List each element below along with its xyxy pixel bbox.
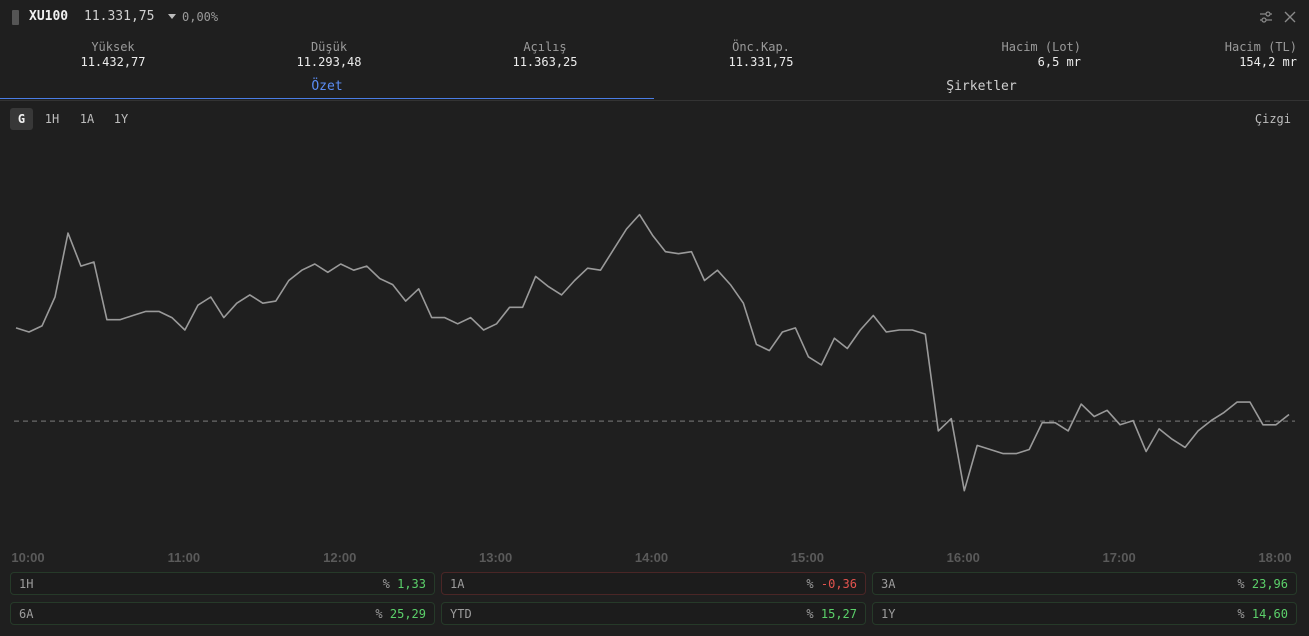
price-line-group <box>15 213 1290 492</box>
tab-companies[interactable]: Şirketler <box>946 79 1017 94</box>
x-tick-label: 16:00 <box>947 550 980 565</box>
perf-value: % 14,60 <box>1237 607 1288 621</box>
percent-sign: % <box>1237 607 1245 621</box>
percent-sign: % <box>806 577 814 591</box>
perf-label: 6A <box>19 607 34 621</box>
sliders-icon[interactable] <box>1259 10 1273 24</box>
perf-number: 1,33 <box>397 577 426 591</box>
stat-label: Hacim (Lot) <box>1001 40 1081 54</box>
perf-6a[interactable]: 6A % 25,29 <box>10 602 435 625</box>
perf-number: 25,29 <box>389 607 426 621</box>
stat-volume-tl: Hacim (TL) 154,2 mr <box>1225 40 1297 70</box>
stat-value: 11.432,77 <box>80 55 146 69</box>
perf-1h[interactable]: 1H % 1,33 <box>10 572 435 595</box>
perf-label: 1H <box>19 577 34 591</box>
x-tick-label: 13:00 <box>479 550 512 565</box>
stat-prev-close: Önc.Kap. 11.331,75 <box>728 40 793 70</box>
percent-sign: % <box>375 607 383 621</box>
tab-bar: Özet Şirketler <box>0 78 1309 101</box>
range-day-button[interactable]: G <box>10 108 33 130</box>
perf-1a[interactable]: 1A % -0,36 <box>441 572 866 595</box>
x-tick-label: 10:00 <box>11 550 44 565</box>
stat-value: 11.363,25 <box>512 55 578 69</box>
x-tick-label: 17:00 <box>1103 550 1136 565</box>
chart-type-selector[interactable]: Çizgi <box>1254 112 1291 126</box>
x-tick-label: 11:00 <box>168 550 201 565</box>
perf-number: 14,60 <box>1251 607 1288 621</box>
range-year-button[interactable]: 1Y <box>113 112 129 126</box>
stat-label: Yüksek <box>91 40 135 54</box>
stat-label: Düşük <box>310 40 348 54</box>
drag-handle-icon[interactable] <box>12 10 19 25</box>
perf-label: 3A <box>881 577 896 591</box>
symbol-name[interactable]: XU100 <box>29 9 69 24</box>
active-tab-indicator <box>0 98 654 99</box>
x-tick-label: 15:00 <box>791 550 824 565</box>
range-week-button[interactable]: 1H <box>44 112 60 126</box>
stat-label: Açılış <box>523 40 567 54</box>
range-month-button[interactable]: 1A <box>79 112 95 126</box>
perf-label: 1Y <box>881 607 896 621</box>
perf-label: YTD <box>450 607 472 621</box>
percent-sign: % <box>1237 577 1245 591</box>
perf-1y[interactable]: 1Y % 14,60 <box>872 602 1297 625</box>
perf-label: 1A <box>450 577 465 591</box>
percent-sign: % <box>382 577 390 591</box>
stat-value: 154,2 mr <box>1239 55 1297 69</box>
stat-high: Yüksek 11.432,77 <box>80 40 145 70</box>
perf-value: % 25,29 <box>375 607 426 621</box>
perf-number: -0,36 <box>820 577 857 591</box>
caret-down-icon <box>168 14 176 19</box>
perf-ytd[interactable]: YTD % 15,27 <box>441 602 866 625</box>
stat-value: 11.331,75 <box>728 55 794 69</box>
perf-number: 15,27 <box>820 607 857 621</box>
price-line <box>15 213 1290 492</box>
x-tick-label: 12:00 <box>323 550 356 565</box>
perf-3a[interactable]: 3A % 23,96 <box>872 572 1297 595</box>
stat-volume-lot: Hacim (Lot) 6,5 mr <box>1002 40 1081 70</box>
x-axis-ticks: 10:00 11:00 12:00 13:00 14:00 15:00 16:00 17:00… <box>11 550 1291 565</box>
stat-open: Açılış 11.363,25 <box>512 40 577 70</box>
stat-label: Önc.Kap. <box>732 40 790 54</box>
perf-number: 23,96 <box>1251 577 1288 591</box>
header-bar: XU100 11.331,75 0,00% <box>0 0 1309 34</box>
stat-label: Hacim (TL) <box>1224 40 1297 54</box>
price-change: 0,00% <box>182 10 219 24</box>
perf-value: % -0,36 <box>806 577 857 591</box>
stat-value: 6,5 mr <box>1037 55 1081 69</box>
stat-value: 11.293,48 <box>296 55 362 69</box>
x-tick-label: 14:00 <box>635 550 668 565</box>
x-tick-label: 18:00 <box>1258 550 1291 565</box>
perf-value: % 1,33 <box>383 577 426 591</box>
percent-sign: % <box>806 607 814 621</box>
last-price: 11.331,75 <box>84 9 155 24</box>
close-icon[interactable] <box>1283 10 1297 24</box>
tab-summary[interactable]: Özet <box>311 79 343 94</box>
perf-value: % 15,27 <box>806 607 857 621</box>
stat-low: Düşük 11.293,48 <box>296 40 361 70</box>
price-chart[interactable]: 10:00 11:00 12:00 13:00 14:00 15:00 16:00 17:00… <box>0 130 1309 570</box>
perf-value: % 23,96 <box>1237 577 1288 591</box>
